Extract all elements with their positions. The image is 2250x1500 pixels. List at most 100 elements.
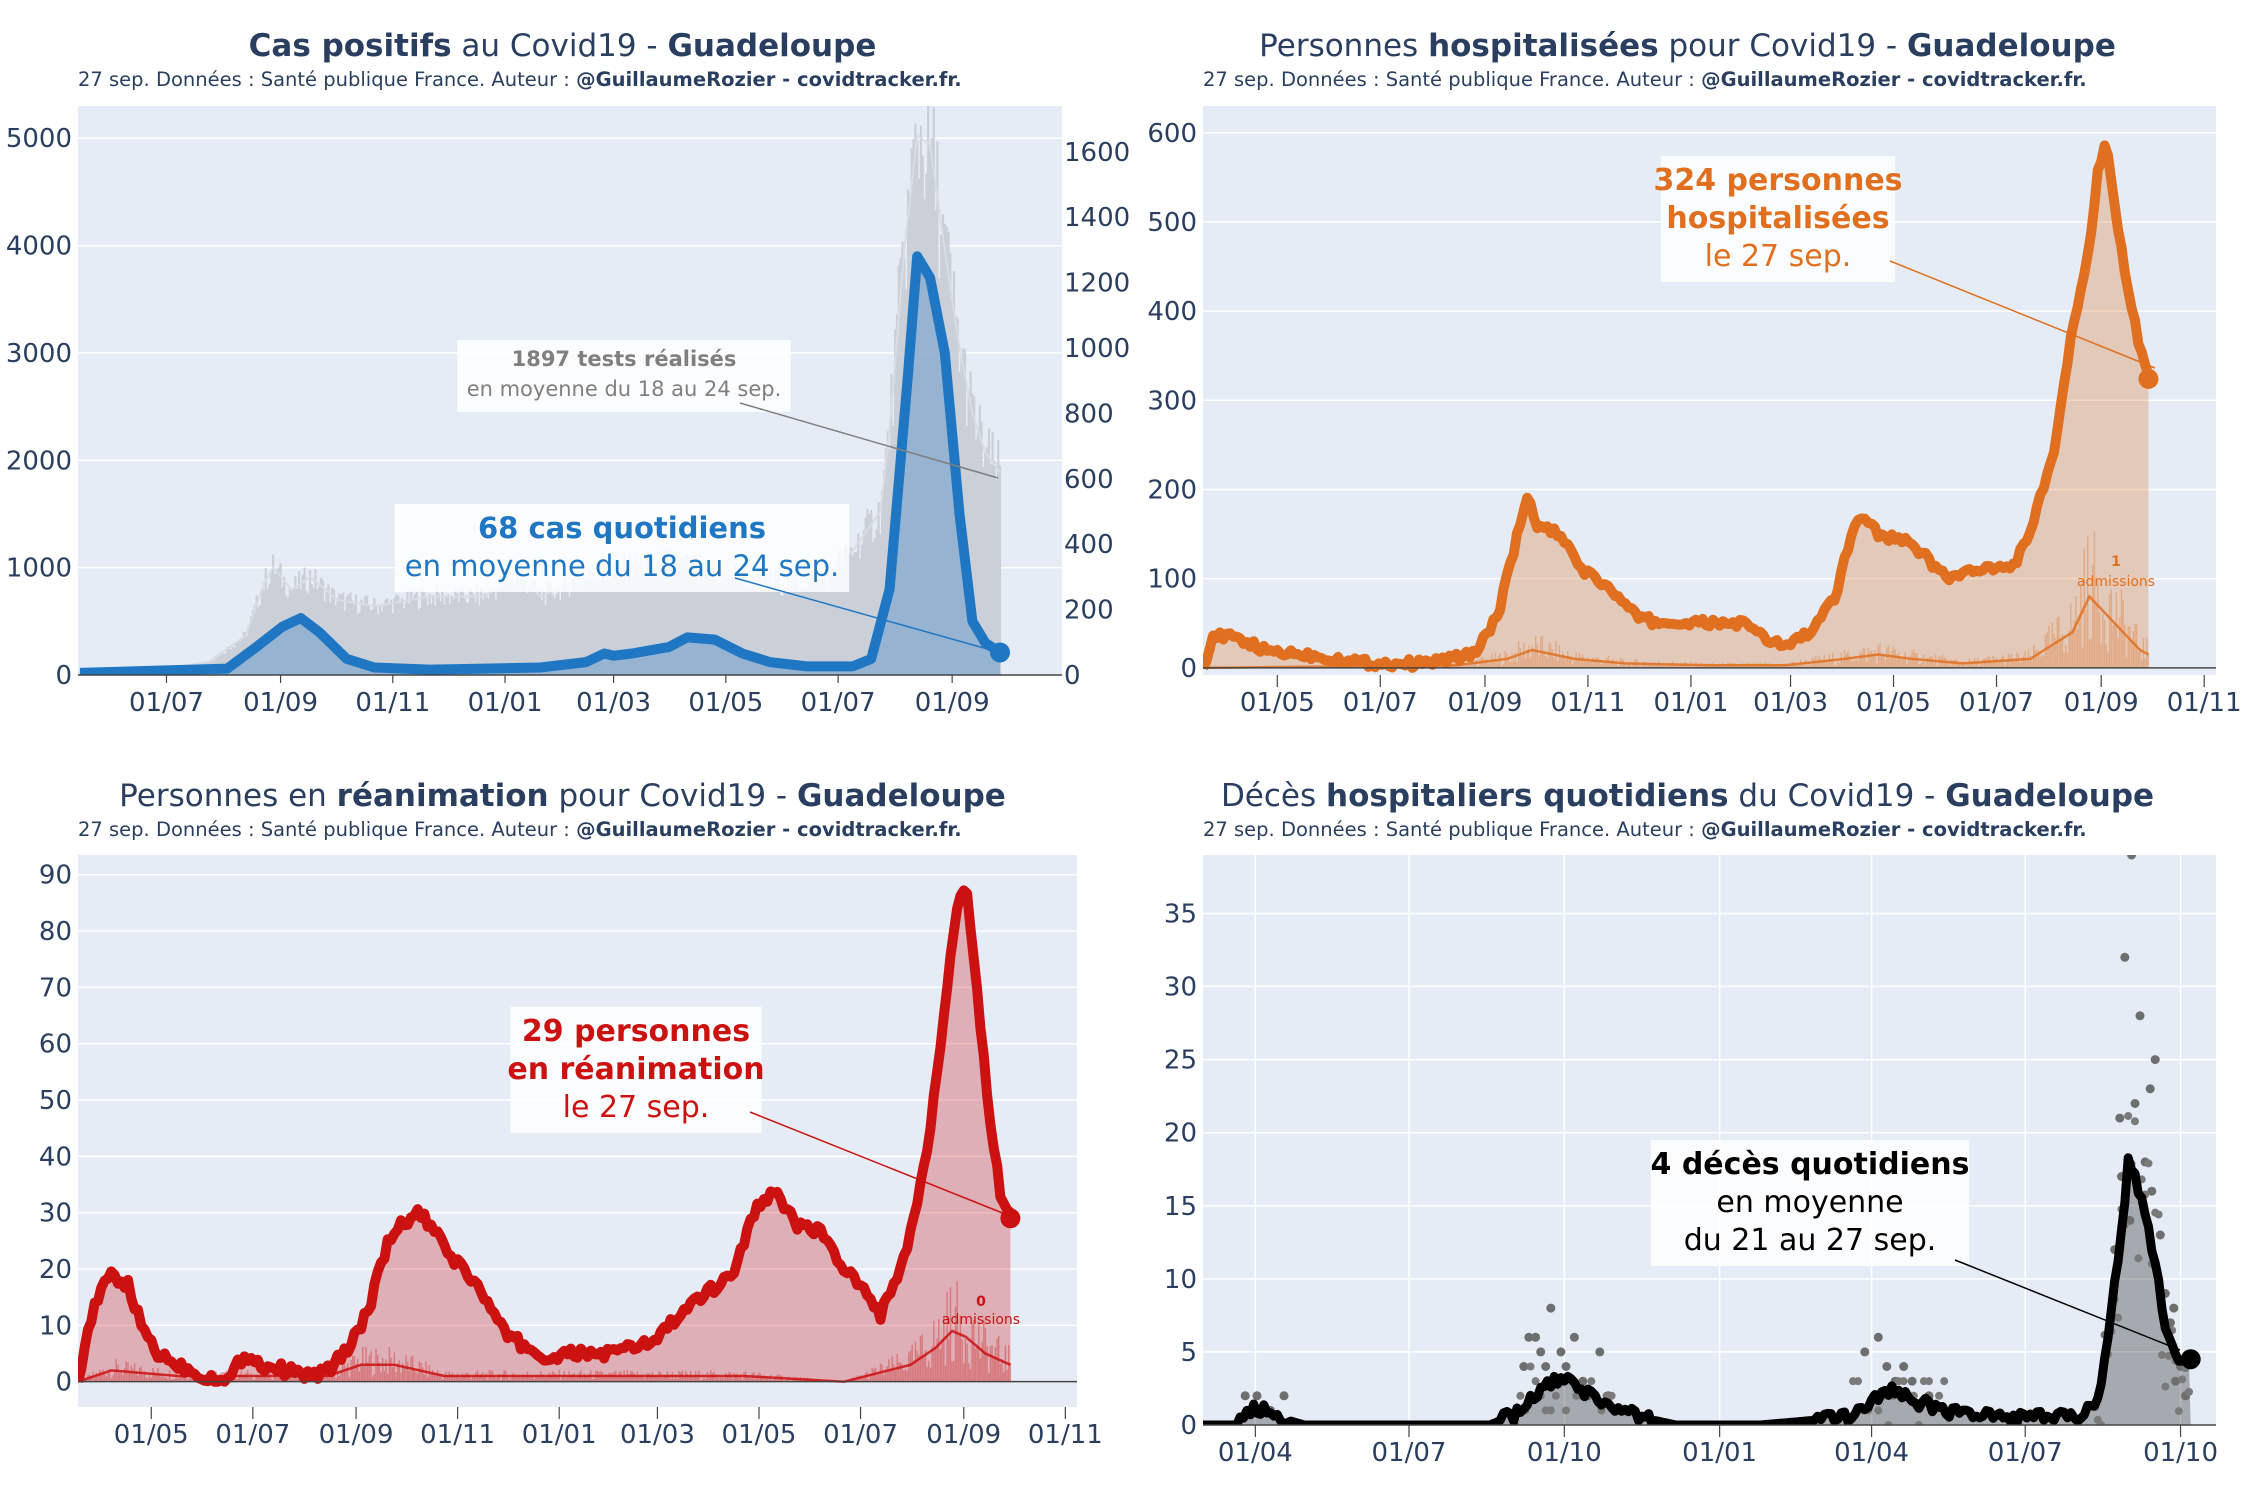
death-point [2114,1313,2123,1322]
death-point [1935,1391,1944,1400]
y-tick-label: 3000 [6,339,72,369]
y2-tick-label: 1000 [1064,334,1130,364]
plot-marks [78,885,1021,1387]
y-tick-label: 15 [1164,1192,1197,1222]
death-point [1536,1347,1546,1357]
y-tick-label: 500 [1147,208,1197,238]
y-tick-label: 20 [1164,1119,1197,1149]
y-tick-label: 20 [39,1255,72,1285]
death-point [2145,1084,2155,1094]
chart-subtitle: 27 sep. Données : Santé publique France.… [1203,68,2087,91]
death-point [2154,1210,2163,1219]
death-point [1587,1377,1596,1386]
death-point [2130,1117,2139,1126]
death-point [1569,1332,1579,1342]
death-point [1907,1376,1917,1386]
admissions-line [78,1329,1011,1383]
y2-tick-label: 800 [1064,399,1114,429]
death-point [1526,1362,1535,1371]
death-point [1914,1421,1923,1425]
admissions-value: 1 [2111,554,2121,570]
y-tick-label: 30 [39,1199,72,1229]
death-point [1882,1362,1892,1371]
y2-tick-label: 1600 [1064,138,1130,168]
panel-deces: Décès hospitaliers quotidiens du Covid19… [1125,750,2250,1500]
y-tick-label: 100 [1147,565,1197,595]
annotation-box [1660,156,1896,282]
admissions-value: 0 [976,1294,986,1310]
x-tick-label: 01/09 [243,688,318,718]
plot-marks [1203,140,2159,673]
death-point [2169,1303,2179,1313]
y-tick-label: 30 [1164,973,1197,1003]
death-point [1561,1362,1571,1371]
x-tick-label: 01/07 [1343,688,1418,718]
plot-marks [1203,855,2201,1425]
panel-cas-positifs: Cas positifs au Covid19 - Guadeloupe 27 … [0,0,1125,750]
annotation-text: en moyenne du 18 au 24 sep. [467,377,782,401]
death-point [2144,1159,2153,1168]
death-point [1531,1332,1541,1342]
death-point [2174,1407,2183,1416]
death-point [2161,1382,2170,1391]
cases-line [79,251,1003,675]
y-tick-label: 35 [1164,899,1197,929]
x-tick-label: 01/07 [801,688,876,718]
cases-area [80,256,1000,675]
x-tick-label: 01/11 [355,688,430,718]
main-line [78,885,1014,1387]
y-tick-label: 10 [39,1311,72,1341]
x-tick-label: 01/05 [722,1420,797,1450]
x-tick-label: 01/09 [319,1420,394,1450]
x-tick-label: 01/03 [576,688,651,718]
death-point [2155,1230,2165,1240]
death-point [1578,1376,1588,1386]
tests-annotation: 1897 tests réalisés en moyenne du 18 au 2… [457,340,999,479]
annotation-arrow [734,577,999,653]
annotation-text: du 21 au 27 sep. [1684,1223,1937,1258]
x-tick-label: 01/11 [2167,688,2242,718]
annotation-box [457,340,791,412]
chart-subtitle: 27 sep. Données : Santé publique France.… [78,68,962,91]
y-tick-label: 4000 [6,232,72,262]
y-tick-label: 40 [39,1142,72,1172]
y-tick-label: 90 [39,861,72,891]
death-point [2115,1113,2125,1123]
y-tick-label: 5 [1180,1338,1197,1368]
chart-title: Décès hospitaliers quotidiens du Covid19… [1220,778,2155,814]
annotation-text: 29 personnes [522,1014,750,1049]
chart-4: 0 5 10 15 20 25 30 35 01/04 01/07 01/10 01/01 01/04 0… [1164,855,2218,1468]
chart-title: Cas positifs au Covid19 - Guadeloupe [248,28,877,64]
death-point [2150,1055,2160,1065]
y2-tick-label: 1400 [1064,203,1130,233]
death-point [1546,1303,1556,1313]
y2-tick-label: 0 [1064,661,1081,691]
y-tick-label: 200 [1147,475,1197,505]
death-point [2130,1099,2140,1108]
y-tick-label: 70 [39,973,72,1003]
annotation-arrow [749,1111,1016,1219]
death-point [1873,1332,1883,1342]
panel-reanimation: Personnes en réanimation pour Covid19 - … [0,750,1125,1500]
annotation-box [1650,1140,1970,1266]
y-tick-label: 0 [55,661,72,691]
annotation-text: en moyenne [1716,1185,1903,1220]
annotation-arrow [1889,260,2156,369]
death-point [2178,1375,2187,1384]
last-point-marker [2180,1349,2201,1370]
last-point-marker [990,642,1010,663]
annotation-arrow [739,402,999,479]
x-tick-label: 01/07 [1372,1438,1447,1468]
annotation-text: 1897 tests réalisés [512,347,737,371]
annotation-text: hospitalisées [1666,201,1889,236]
deaths-line [1203,1153,2192,1425]
x-tick-label: 01/05 [1856,688,1931,718]
main-line [1203,140,2154,673]
x-tick-label: 01/01 [522,1420,597,1450]
y-tick-label: 0 [1180,1411,1197,1441]
y-tick-label: 5000 [6,124,72,154]
x-tick-label: 01/10 [2143,1438,2218,1468]
